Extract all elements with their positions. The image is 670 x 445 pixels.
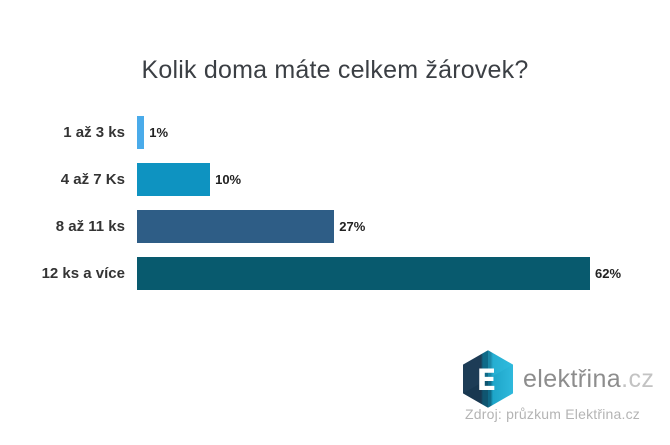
bar-row: 8 až 11 ks 27%	[0, 210, 670, 243]
bar-row: 1 až 3 ks 1%	[0, 116, 670, 149]
bar	[137, 210, 335, 243]
bar-row: 4 až 7 Ks 10%	[0, 163, 670, 196]
logo-letter: E	[477, 363, 497, 397]
brand-name-main: elektřina	[523, 364, 622, 393]
brand-tld: .cz	[621, 364, 655, 393]
bar-track: 10%	[137, 163, 670, 196]
bar	[137, 257, 590, 290]
category-label: 8 až 11 ks	[55, 218, 125, 235]
value-label: 27%	[339, 219, 366, 234]
elektrina-logo-icon: E	[463, 350, 513, 408]
category-label: 12 ks a více	[41, 265, 125, 282]
value-label: 10%	[215, 172, 242, 187]
brand-logo: E elektřina.cz	[463, 350, 654, 408]
bar-track: 62%	[137, 257, 670, 290]
chart-title: Kolik doma máte celkem žárovek?	[141, 56, 529, 84]
bar-track: 27%	[137, 210, 670, 243]
bar	[137, 163, 211, 196]
bar-row: 12 ks a více 62%	[0, 257, 670, 290]
bar-chart: 1 až 3 ks 1% 4 až 7 Ks 10% 8 až 11 ks 27…	[0, 116, 670, 290]
bar-track: 1%	[137, 116, 670, 149]
value-label: 1%	[149, 125, 169, 140]
bar	[137, 116, 145, 149]
category-label: 4 až 7 Ks	[60, 171, 125, 188]
category-label: 1 až 3 ks	[63, 124, 125, 141]
brand-name: elektřina.cz	[523, 365, 654, 394]
source-note: Zdroj: průzkum Elektřina.cz	[465, 406, 641, 422]
value-label: 62%	[595, 266, 622, 281]
